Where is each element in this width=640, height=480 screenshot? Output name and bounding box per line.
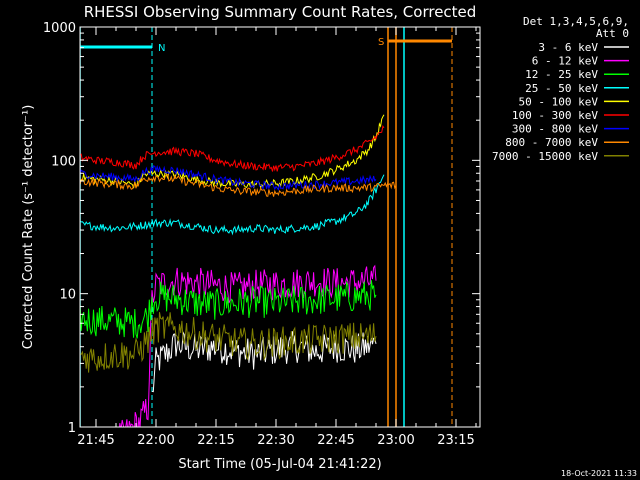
- chart-title: RHESSI Observing Summary Count Rates, Co…: [84, 3, 477, 21]
- legend-label-6: 300 - 800 keV: [512, 123, 598, 136]
- y-tick-label-3: 1000: [43, 21, 76, 36]
- x-tick-label-5: 23:00: [377, 433, 414, 448]
- legend-label-5: 100 - 300 keV: [512, 109, 598, 122]
- x-tick-label-2: 22:15: [197, 433, 234, 448]
- x-tick-label-0: 21:45: [77, 433, 114, 448]
- plot-area: NS: [80, 27, 453, 427]
- series-line-6: [80, 164, 377, 191]
- plot-inner: [80, 27, 453, 427]
- series-line-3: [80, 174, 385, 236]
- annotation-label-S: S: [378, 37, 384, 48]
- legend-header-1: Att 0: [596, 27, 629, 40]
- legend-label-0: 3 - 6 keV: [538, 41, 598, 54]
- legend-label-3: 25 - 50 keV: [525, 82, 598, 95]
- legend-label-8: 7000 - 15000 keV: [492, 150, 598, 163]
- x-tick-label-4: 22:45: [317, 433, 354, 448]
- series-line-7: [80, 174, 397, 197]
- timestamp: 18-Oct-2021 11:33: [561, 469, 637, 478]
- series-line-2: [80, 280, 377, 339]
- y-tick-label-0: 1: [68, 421, 76, 436]
- series-line-4: [80, 114, 385, 189]
- x-tick-label-6: 23:15: [437, 433, 474, 448]
- x-tick-label-3: 22:30: [257, 433, 294, 448]
- legend-label-1: 6 - 12 keV: [532, 55, 599, 68]
- y-axis-label: Corrected Count Rate (s⁻¹ detector⁻¹): [21, 105, 36, 350]
- series-line-1: [116, 264, 377, 427]
- y-tick-label-2: 100: [51, 154, 76, 169]
- x-axis-label: Start Time (05-Jul-04 21:41:22): [178, 457, 381, 472]
- legend-label-2: 12 - 25 keV: [525, 68, 598, 81]
- legend-label-7: 800 - 7000 keV: [505, 136, 598, 149]
- legend-header-0: Det 1,3,4,5,6,9,: [523, 15, 629, 28]
- series-line-5: [80, 125, 385, 172]
- annotation-label-N: N: [158, 43, 165, 54]
- y-tick-label-1: 10: [59, 288, 76, 303]
- axes: 1 10 100 1000 21:45 22:00 22:15 22:30 22:45 23:00…: [43, 21, 480, 448]
- series-line-8: [80, 312, 377, 373]
- x-tick-label-1: 22:00: [137, 433, 174, 448]
- plot-frame: [79, 26, 481, 428]
- legend-label-4: 50 - 100 keV: [519, 95, 599, 108]
